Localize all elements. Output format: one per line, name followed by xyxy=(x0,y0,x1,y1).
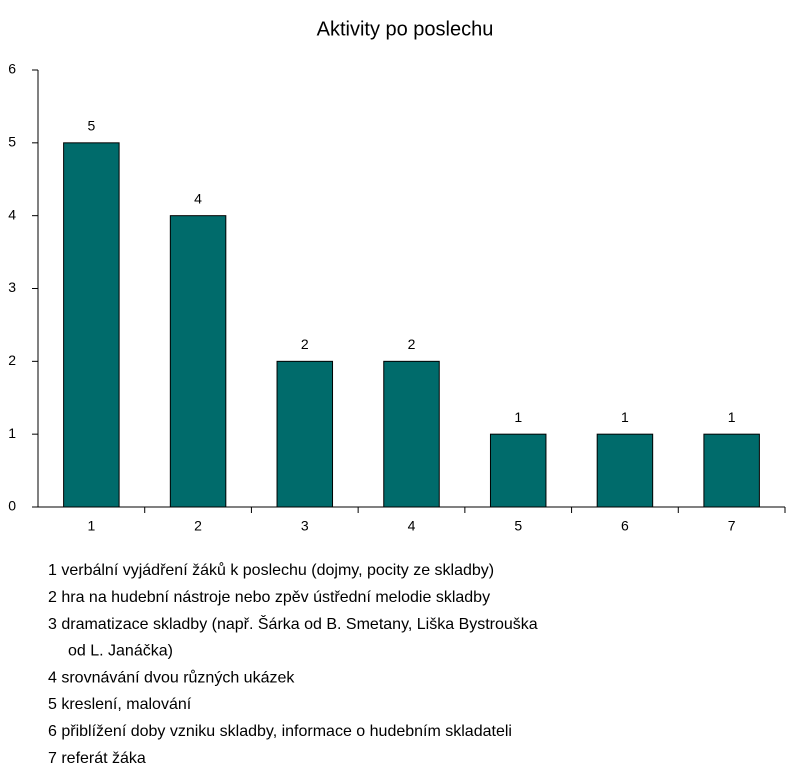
bar xyxy=(703,433,760,508)
y-tick-label: 4 xyxy=(8,206,16,222)
legend-note: 5 kreslení, malování xyxy=(48,696,192,713)
legend-note: 7 referát žáka xyxy=(48,750,146,767)
value-label: 5 xyxy=(87,118,95,134)
x-tick-label: 5 xyxy=(514,518,522,534)
value-label: 1 xyxy=(728,409,736,425)
value-label: 1 xyxy=(621,409,629,425)
y-tick-label: 6 xyxy=(8,61,16,77)
value-label: 1 xyxy=(514,409,522,425)
y-tick-label: 2 xyxy=(8,352,16,368)
y-tick-label: 3 xyxy=(8,279,16,295)
bar xyxy=(596,433,654,508)
bar xyxy=(489,433,547,508)
legend-note: 1 verbální vyjádření žáků k poslechu (do… xyxy=(48,561,494,579)
bar xyxy=(276,360,334,508)
bar xyxy=(383,360,440,508)
bar xyxy=(63,142,120,508)
y-tick-label: 0 xyxy=(8,498,16,514)
chart-title: Aktivity po poslechu xyxy=(317,18,494,40)
legend-note: 4 srovnávání dvou různých ukázek xyxy=(48,668,295,686)
value-label: 4 xyxy=(194,190,202,206)
x-tick-label: 3 xyxy=(301,518,309,534)
legend-note: od L. Janáčka) xyxy=(68,643,173,660)
x-tick-label: 2 xyxy=(194,518,202,534)
y-tick-label: 1 xyxy=(8,425,16,441)
value-label: 2 xyxy=(408,336,416,352)
x-tick-label: 1 xyxy=(87,518,95,534)
x-tick-label: 4 xyxy=(408,518,416,534)
legend-note: 3 dramatizace skladby (např. Šárka od B.… xyxy=(48,614,538,633)
x-tick-label: 6 xyxy=(621,518,629,534)
bar xyxy=(169,215,227,508)
x-tick-label: 7 xyxy=(728,518,736,534)
legend-note: 2 hra na hudební nástroje nebo zpěv ústř… xyxy=(48,589,490,606)
legend-note: 6 přiblížení doby vzniku skladby, inform… xyxy=(48,723,512,740)
y-tick-label: 5 xyxy=(8,134,16,150)
value-label: 2 xyxy=(301,336,309,352)
